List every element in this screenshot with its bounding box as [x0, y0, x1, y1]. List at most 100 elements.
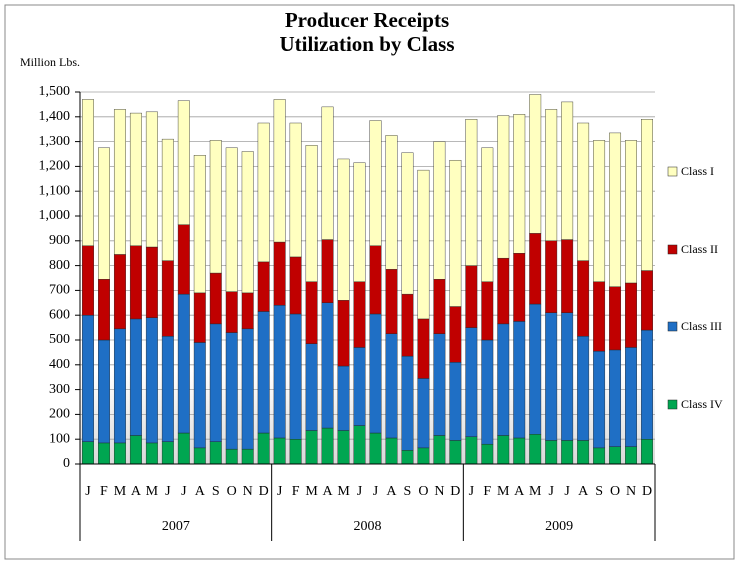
bar-segment: [497, 435, 510, 465]
bar-segment: [577, 122, 590, 261]
bar-segment: [641, 119, 653, 271]
bar-segment: [305, 343, 318, 431]
bar-segment: [161, 260, 174, 337]
bar-segment: [129, 112, 142, 246]
bar-segment: [641, 439, 653, 465]
bar-segment: [305, 430, 318, 465]
bar-segment: [609, 286, 622, 351]
bar-segment: [273, 305, 286, 439]
x-tick-label: J: [564, 484, 570, 499]
bar-segment: [113, 442, 126, 465]
bar-segment: [82, 245, 94, 316]
x-tick-label: J: [373, 484, 379, 499]
x-tick-label: S: [595, 484, 603, 499]
bar-segment: [481, 339, 494, 445]
bar-segment: [305, 145, 318, 282]
bar-segment: [481, 147, 494, 282]
bar-segment: [465, 327, 478, 437]
bar-segment: [177, 224, 190, 295]
bar-segment: [369, 245, 382, 315]
bar-segment: [433, 141, 446, 280]
bar-segment: [337, 430, 350, 465]
bar-segment: [177, 432, 190, 465]
bar-segment: [449, 362, 462, 441]
bar-segment: [145, 111, 158, 248]
y-tick-label: 500: [49, 332, 70, 347]
bar-segment: [545, 312, 558, 441]
chart-title: Producer Receipts: [285, 8, 449, 32]
bar-segment: [513, 114, 526, 254]
bar-segment: [129, 245, 142, 320]
bar-segment: [561, 101, 574, 240]
bar-segment: [289, 256, 302, 315]
bar-segment: [353, 281, 366, 348]
bar-segment: [513, 437, 526, 465]
legend-swatch: [667, 166, 678, 177]
bar-segment: [321, 239, 334, 303]
x-tick-label: S: [404, 484, 412, 499]
bar-segment: [98, 442, 110, 465]
legend-swatch: [667, 244, 678, 255]
bar-segment: [497, 323, 510, 436]
bar-segment: [513, 252, 526, 322]
bar-segment: [609, 446, 622, 465]
bar-segment: [481, 281, 494, 341]
chart-title: Utilization by Class: [279, 32, 454, 56]
bar-segment: [529, 434, 542, 465]
bar-segment: [401, 152, 414, 295]
bar-segment: [161, 138, 174, 261]
y-tick-label: 200: [49, 407, 70, 422]
x-tick-label: A: [386, 484, 397, 499]
bar-segment: [417, 378, 430, 449]
bar-segment: [433, 333, 446, 436]
x-tick-label: O: [418, 484, 428, 499]
bar-segment: [417, 169, 430, 320]
y-tick-label: 1,200: [39, 159, 71, 174]
bar-segment: [625, 282, 637, 348]
y-tick-label: 800: [49, 258, 70, 273]
bar-segment: [369, 313, 382, 434]
x-tick-label: D: [259, 484, 269, 499]
bar-segment: [385, 437, 398, 465]
legend-label: Class III: [681, 319, 722, 333]
bar-segment: [337, 365, 350, 431]
plot-area: [80, 92, 655, 464]
bar-segment: [465, 119, 478, 266]
y-axis-label: Million Lbs.: [20, 55, 80, 69]
bar-segment: [545, 240, 558, 313]
x-tick-label: N: [434, 484, 444, 499]
bar-segment: [529, 94, 542, 234]
x-tick-label: J: [469, 484, 475, 499]
x-tick-label: D: [642, 484, 652, 499]
bar-segment: [353, 162, 366, 282]
x-tick-label: S: [212, 484, 220, 499]
x-tick-label: J: [277, 484, 283, 499]
x-tick-label: O: [610, 484, 620, 499]
bar-segment: [193, 342, 206, 449]
bar-segment: [561, 312, 574, 441]
x-tick-label: M: [146, 484, 159, 499]
bar-segment: [449, 306, 462, 363]
bar-segment: [433, 279, 446, 334]
x-tick-label: D: [450, 484, 460, 499]
group-label: 2007: [162, 519, 190, 534]
bar-segment: [545, 109, 558, 242]
legend-swatch: [667, 399, 678, 410]
bar-segment: [561, 239, 574, 313]
bar-segment: [465, 265, 478, 328]
bar-segment: [273, 99, 286, 243]
bar-segment: [609, 132, 622, 287]
x-tick-label: F: [100, 484, 108, 499]
bar-segment: [513, 321, 526, 439]
bar-segment: [593, 350, 606, 449]
bar-segment: [497, 115, 510, 259]
bar-segment: [273, 437, 286, 465]
bar-segment: [209, 140, 222, 274]
bar-segment: [593, 447, 606, 465]
bar-segment: [449, 159, 462, 307]
bar-segment: [449, 440, 462, 465]
x-tick-label: A: [195, 484, 206, 499]
bar-segment: [289, 313, 302, 440]
bar-segment: [209, 323, 222, 442]
bar-segment: [257, 311, 270, 434]
